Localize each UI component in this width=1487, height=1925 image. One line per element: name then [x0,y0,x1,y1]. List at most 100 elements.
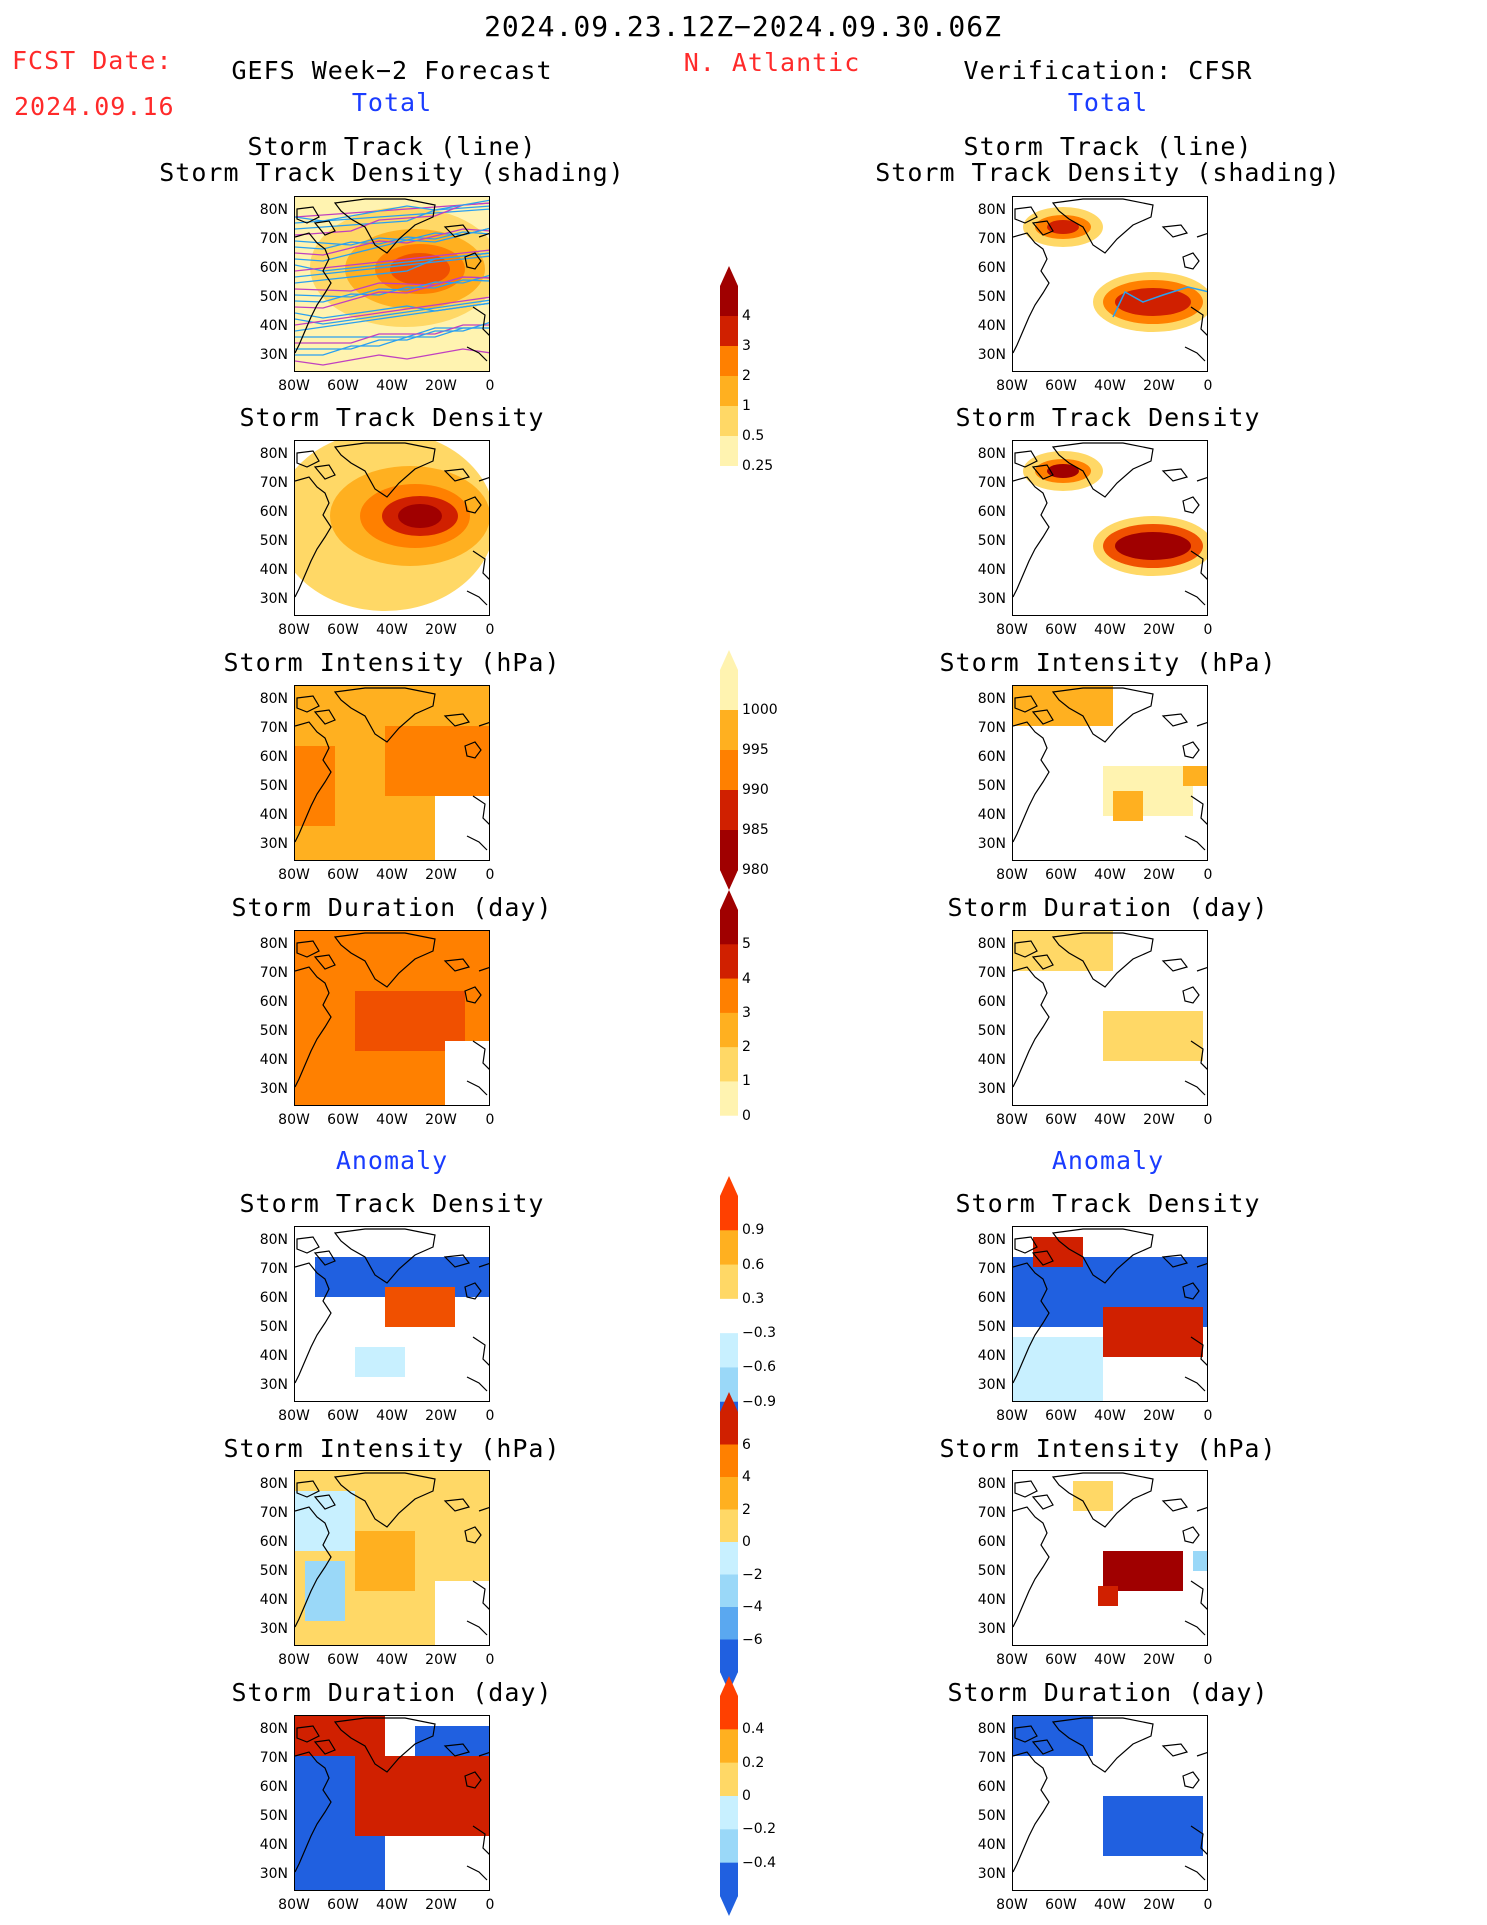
region-title: N. Atlantic [683,48,861,77]
left-column-title: GEFS Week−2 Forecast [231,56,553,85]
panel-title-intensity-anom-right: Storm Intensity (hPa) [939,1434,1277,1463]
lon-tick-label: 0 [1203,378,1213,394]
lon-tick-label: 60W [327,378,359,394]
lat-tick-label: 80N [259,202,288,218]
colorbar-tick-label: 2 [742,1501,751,1518]
lat-tick-label: 70N [259,1261,288,1277]
lon-tick-label: 80W [996,622,1028,638]
colorbar-tick-label: 0.9 [742,1222,765,1239]
lat-tick-label: 60N [977,260,1006,276]
duration-fill [1103,1011,1203,1061]
panel-title-track-density-shading-right: Storm Track Density (shading) [875,158,1341,187]
colorbar-tick-label: 0.6 [742,1256,765,1273]
lon-tick-label: 60W [1045,1112,1077,1128]
colorbar-tick-label: 0.2 [742,1754,765,1771]
lat-tick-label: 60N [977,1534,1006,1550]
total-left-label: Total [351,88,433,117]
anomaly-fill [355,1531,415,1591]
colorbar-tick-label: 2 [742,1039,751,1056]
map-intensity-anomaly-forecast [294,1470,490,1646]
lon-tick-label: 40W [1094,867,1126,883]
lon-tick-label: 20W [425,1652,457,1668]
lon-tick-label: 20W [425,867,457,883]
lon-tick-label: 80W [996,1897,1028,1913]
anomaly-fill [415,1726,489,1756]
panel-title-track-line-left: Storm Track (line) [247,132,537,161]
lat-tick-label: 80N [259,446,288,462]
panel-title-duration-left: Storm Duration (day) [231,893,553,922]
colorbar-tick-label: −0.2 [742,1821,776,1838]
colorbar-segment [720,1264,738,1300]
lon-tick-label: 0 [485,1652,495,1668]
lat-tick-label: 40N [977,1837,1006,1853]
storm-track-line [1112,286,1207,318]
colorbar-segment [720,1639,738,1673]
storm-track-line [295,202,489,236]
colorbar-segment [720,1230,738,1266]
lat-tick-label: 30N [259,1621,288,1637]
lat-tick-label: 70N [259,1750,288,1766]
lat-tick-label: 30N [259,1081,288,1097]
lat-tick-label: 50N [259,533,288,549]
lat-tick-label: 30N [977,1377,1006,1393]
lon-tick-label: 80W [996,1112,1028,1128]
intensity-fill [1183,766,1207,786]
duration-fill [1013,931,1113,971]
lat-tick-label: 30N [259,1377,288,1393]
panel-title-duration-anom-left: Storm Duration (day) [231,1678,553,1707]
lat-tick-label: 60N [259,749,288,765]
lon-tick-label: 40W [376,1112,408,1128]
lat-tick-label: 40N [977,562,1006,578]
duration-fill [445,1041,489,1105]
lat-tick-label: 30N [977,836,1006,852]
colorbar-tick-label: 4 [742,970,751,987]
lat-tick-label: 40N [259,807,288,823]
lon-tick-label: 20W [1143,1408,1175,1424]
lon-tick-label: 40W [1094,1408,1126,1424]
lon-tick-label: 0 [485,622,495,638]
lon-tick-label: 80W [278,1897,310,1913]
lat-tick-label: 80N [977,691,1006,707]
lat-tick-label: 70N [977,1750,1006,1766]
right-column-title: Verification: CFSR [963,56,1253,85]
lat-tick-label: 80N [977,1721,1006,1737]
colorbar-arrow-bottom [720,496,738,516]
storm-track-line [295,205,489,230]
colorbar-tick-label: 0 [742,1788,751,1804]
lon-tick-label: 80W [278,378,310,394]
lat-tick-label: 80N [977,936,1006,952]
colorbar-arrow-top [720,890,738,910]
lon-tick-label: 20W [425,622,457,638]
anomaly-fill [355,1347,405,1377]
lon-tick-label: 40W [1094,1112,1126,1128]
storm-track-line [295,296,489,326]
colorbar-segment [720,670,738,711]
lon-tick-label: 0 [485,378,495,394]
colorbar-segment [720,1796,738,1830]
lat-tick-label: 40N [977,1592,1006,1608]
colorbar-arrow-top [720,1176,738,1196]
density-fill [1115,288,1191,316]
panel-title-density-left: Storm Track Density [239,403,545,432]
colorbar-tick-label: −2 [742,1566,763,1583]
density-fill [1115,532,1191,560]
lon-tick-label: 40W [376,378,408,394]
lon-tick-label: 80W [278,1408,310,1424]
colorbar-segment [720,466,738,497]
colorbar-arrow-bottom [720,1896,738,1916]
storm-track-line [295,321,489,350]
colorbar-arrow-top [720,1392,738,1412]
lat-tick-label: 60N [259,1290,288,1306]
colorbar-tick-label: 980 [742,862,769,878]
lon-tick-label: 60W [327,867,359,883]
map-density-anomaly-verification [1012,1226,1208,1402]
lon-tick-label: 40W [1094,622,1126,638]
lat-tick-label: 70N [977,231,1006,247]
colorbar-density [720,266,738,516]
colorbar-segment [720,436,738,467]
lon-tick-label: 20W [1143,378,1175,394]
colorbar-tick-label: 1000 [742,702,778,718]
lat-tick-label: 40N [259,1052,288,1068]
colorbar-segment [720,1444,738,1478]
storm-track-line [295,274,489,298]
